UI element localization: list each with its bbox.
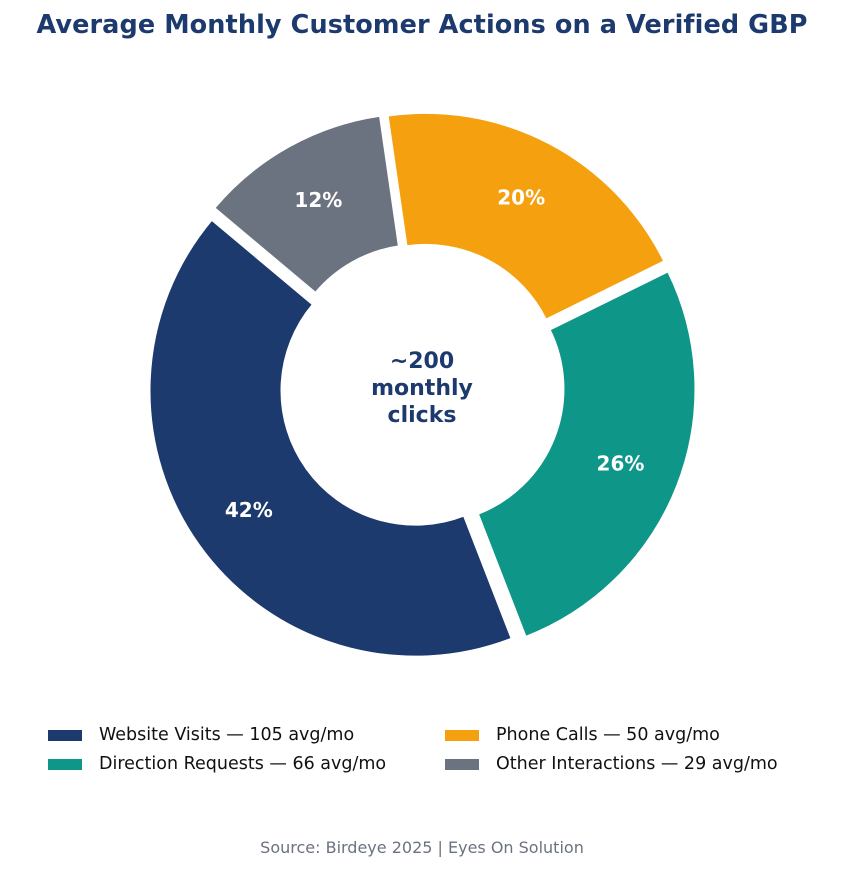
slice-direction-requests — [476, 269, 697, 639]
slice-percent-label: 26% — [597, 451, 645, 475]
legend-label: Phone Calls — 50 avg/mo — [496, 725, 720, 745]
slice-website-visits — [148, 218, 513, 658]
legend-item-other-interactions: Other Interactions — 29 avg/mo — [445, 751, 778, 777]
legend-item-direction-requests: Direction Requests — 66 avg/mo — [48, 751, 386, 777]
legend-swatch — [48, 758, 82, 770]
slice-percent-label: 12% — [294, 188, 342, 212]
center-label-line-2: monthly — [371, 376, 473, 401]
legend-swatch — [445, 758, 479, 770]
center-label-line-1: ~200 — [390, 349, 454, 374]
legend-item-website-visits: Website Visits — 105 avg/mo — [48, 722, 354, 748]
chart-title: Average Monthly Customer Actions on a Ve… — [36, 10, 808, 40]
legend-swatch — [48, 729, 82, 741]
slice-percent-label: 20% — [497, 186, 545, 210]
legend-swatch — [445, 729, 479, 741]
legend-label: Direction Requests — 66 avg/mo — [99, 754, 387, 774]
legend-item-phone-calls: Phone Calls — 50 avg/mo — [445, 722, 720, 748]
legend-label: Website Visits — 105 avg/mo — [99, 725, 355, 745]
slice-phone-calls — [386, 111, 666, 322]
center-label-line-3: clicks — [388, 403, 457, 428]
source-note: Source: Birdeye 2025 | Eyes On Solution — [260, 838, 584, 857]
legend-label: Other Interactions — 29 avg/mo — [496, 754, 778, 774]
slice-other-interactions — [212, 114, 401, 295]
slice-percent-label: 42% — [225, 498, 273, 522]
